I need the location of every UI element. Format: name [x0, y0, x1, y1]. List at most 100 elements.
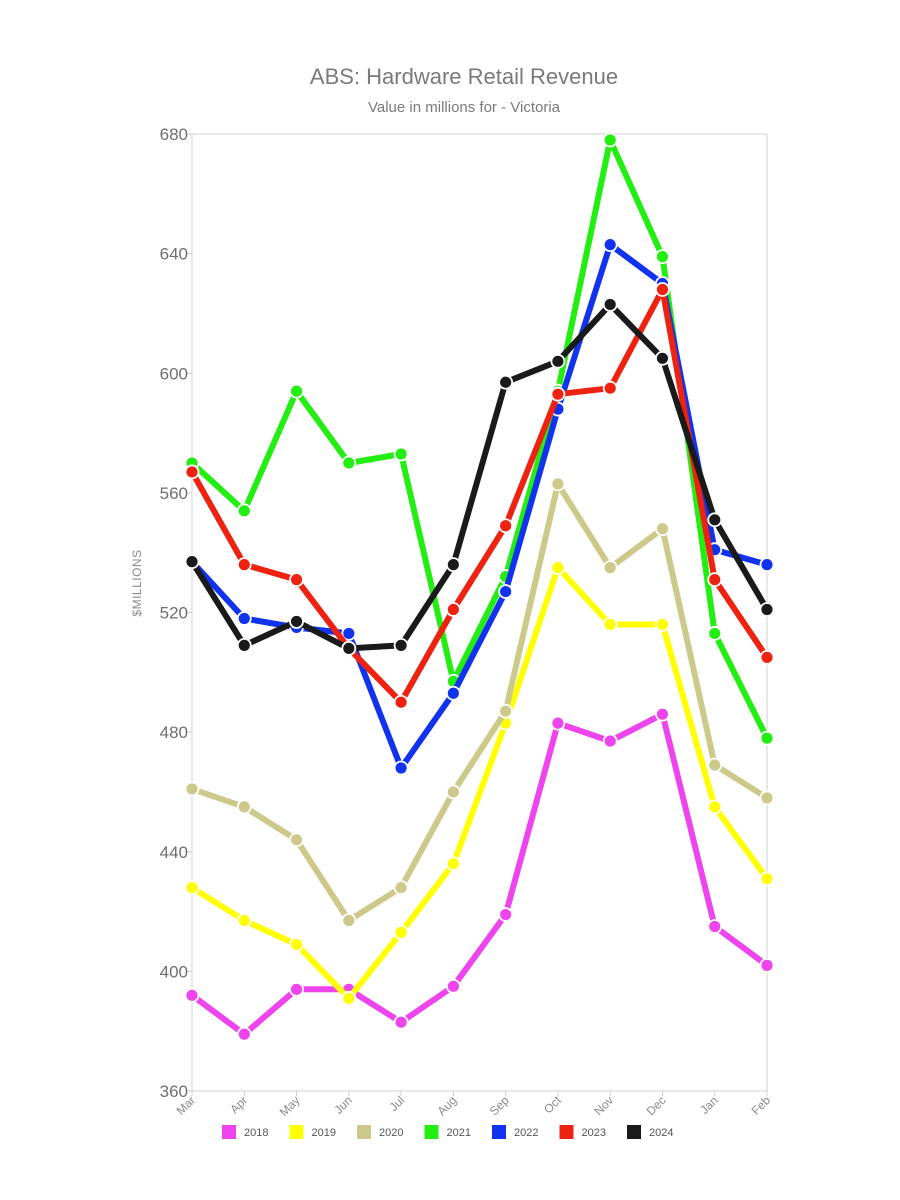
data-point-2024-Feb [759, 602, 775, 617]
x-tick-label: Oct [541, 1093, 565, 1117]
legend-swatch-2018 [222, 1125, 236, 1139]
data-point-2023-Aug [445, 602, 461, 617]
data-point-2023-Jul [393, 694, 409, 710]
legend-label-2022: 2022 [514, 1127, 538, 1139]
legend-label-2021: 2021 [447, 1127, 471, 1139]
data-point-2023-Mar [184, 464, 200, 480]
data-point-2022-Aug [445, 685, 461, 701]
y-axis-label: $MILLIONS [130, 549, 144, 616]
data-point-2019-Jan [707, 799, 723, 815]
series-line-2019 [189, 564, 770, 1002]
data-point-2024-Dec [655, 350, 670, 366]
data-point-2019-Jul [393, 925, 409, 940]
chart-title: ABS: Hardware Retail Revenue [310, 64, 618, 89]
series-2018 [184, 706, 775, 1042]
data-point-2019-Nov [602, 617, 618, 632]
data-point-2020-Nov [602, 560, 618, 576]
x-tick-label: Apr [227, 1093, 250, 1116]
legend-label-2023: 2023 [582, 1127, 606, 1139]
data-point-2023-Dec [655, 282, 670, 297]
x-tick-label: Jul [386, 1093, 407, 1114]
y-tick-label: 440 [160, 843, 188, 862]
legend-swatch-2022 [492, 1125, 506, 1139]
data-point-2024-Jun [341, 640, 357, 656]
data-point-2019-Mar [184, 880, 200, 896]
data-point-2019-Aug [445, 856, 461, 872]
data-point-2018-Aug [445, 978, 461, 994]
data-point-2018-Jul [393, 1014, 409, 1030]
legend-swatch-2023 [559, 1125, 574, 1139]
y-tick-label: 520 [160, 604, 188, 623]
data-point-2024-Jan [707, 512, 723, 528]
x-axis: Mar Apr May Jun Jul Aug Sep Oct Nov Dec Jan Feb [174, 1091, 774, 1119]
data-point-2024-Mar [184, 554, 200, 570]
data-point-2019-Feb [759, 871, 775, 887]
data-point-2024-Sep [498, 374, 514, 390]
data-point-2021-Feb [759, 730, 775, 746]
data-point-2023-Apr [236, 557, 252, 573]
data-point-2021-May [289, 383, 304, 399]
data-point-2022-Apr [236, 611, 252, 626]
data-point-2023-Sep [498, 518, 514, 534]
data-point-2021-Apr [236, 503, 252, 519]
data-point-2024-May [289, 614, 304, 629]
data-point-2018-May [289, 981, 304, 997]
data-point-2021-Jul [393, 446, 409, 462]
data-point-2023-Feb [759, 649, 775, 665]
y-tick-label: 680 [160, 125, 188, 144]
data-point-2020-Mar [184, 781, 200, 797]
data-point-2018-Apr [236, 1026, 252, 1042]
legend-label-2018: 2018 [244, 1127, 268, 1139]
data-point-2020-Oct [550, 476, 566, 492]
data-point-2020-Jul [393, 880, 409, 896]
series-2023 [184, 282, 775, 710]
data-point-2019-Dec [655, 617, 670, 632]
data-point-2020-May [289, 832, 304, 848]
x-tick-label: May [277, 1093, 303, 1119]
series-2019 [184, 560, 775, 1006]
y-tick-label: 360 [160, 1082, 188, 1101]
data-point-2023-Nov [602, 380, 618, 396]
data-point-2022-Jun [341, 626, 357, 641]
data-point-2024-Apr [236, 637, 252, 653]
data-point-2022-Nov [602, 237, 618, 253]
legend-swatch-2024 [627, 1125, 641, 1139]
x-tick-label: Feb [749, 1093, 774, 1118]
legend-label-2020: 2020 [379, 1127, 403, 1139]
data-point-2018-Sep [498, 907, 514, 922]
chart-subtitle: Value in millions for - Victoria [368, 99, 561, 116]
data-point-2018-Dec [655, 706, 670, 722]
data-point-2021-Jun [341, 455, 357, 471]
x-tick-label: Sep [487, 1093, 512, 1118]
x-tick-label: Aug [434, 1093, 459, 1118]
data-point-2018-Jan [707, 919, 723, 934]
data-point-2020-Jun [341, 913, 357, 928]
y-tick-label: 640 [160, 245, 188, 264]
x-tick-label: Dec [644, 1093, 669, 1118]
data-point-2022-Sep [498, 584, 514, 599]
y-tick-label: 600 [160, 364, 188, 383]
legend-swatch-2020 [357, 1125, 371, 1139]
y-tick-label: 560 [160, 484, 188, 503]
data-point-2018-Oct [550, 715, 566, 731]
series-2021 [184, 132, 775, 746]
x-tick-label: Jun [331, 1093, 355, 1117]
y-tick-label: 480 [160, 723, 188, 742]
series-layer [184, 132, 775, 1042]
data-point-2024-Nov [602, 297, 618, 312]
data-point-2024-Jul [393, 637, 409, 653]
data-point-2023-May [289, 572, 304, 588]
data-point-2024-Aug [445, 557, 461, 573]
data-point-2019-May [289, 937, 304, 952]
data-point-2018-Feb [759, 957, 775, 973]
data-point-2019-Oct [550, 560, 566, 576]
legend-swatch-2021 [424, 1125, 439, 1139]
x-tick-label: Nov [591, 1093, 616, 1118]
data-point-2021-Jan [707, 626, 723, 641]
data-point-2020-Jan [707, 757, 723, 773]
data-point-2021-Dec [655, 249, 670, 265]
data-point-2019-Jun [341, 990, 357, 1006]
data-point-2020-Aug [445, 784, 461, 800]
series-line-2018 [189, 711, 770, 1038]
